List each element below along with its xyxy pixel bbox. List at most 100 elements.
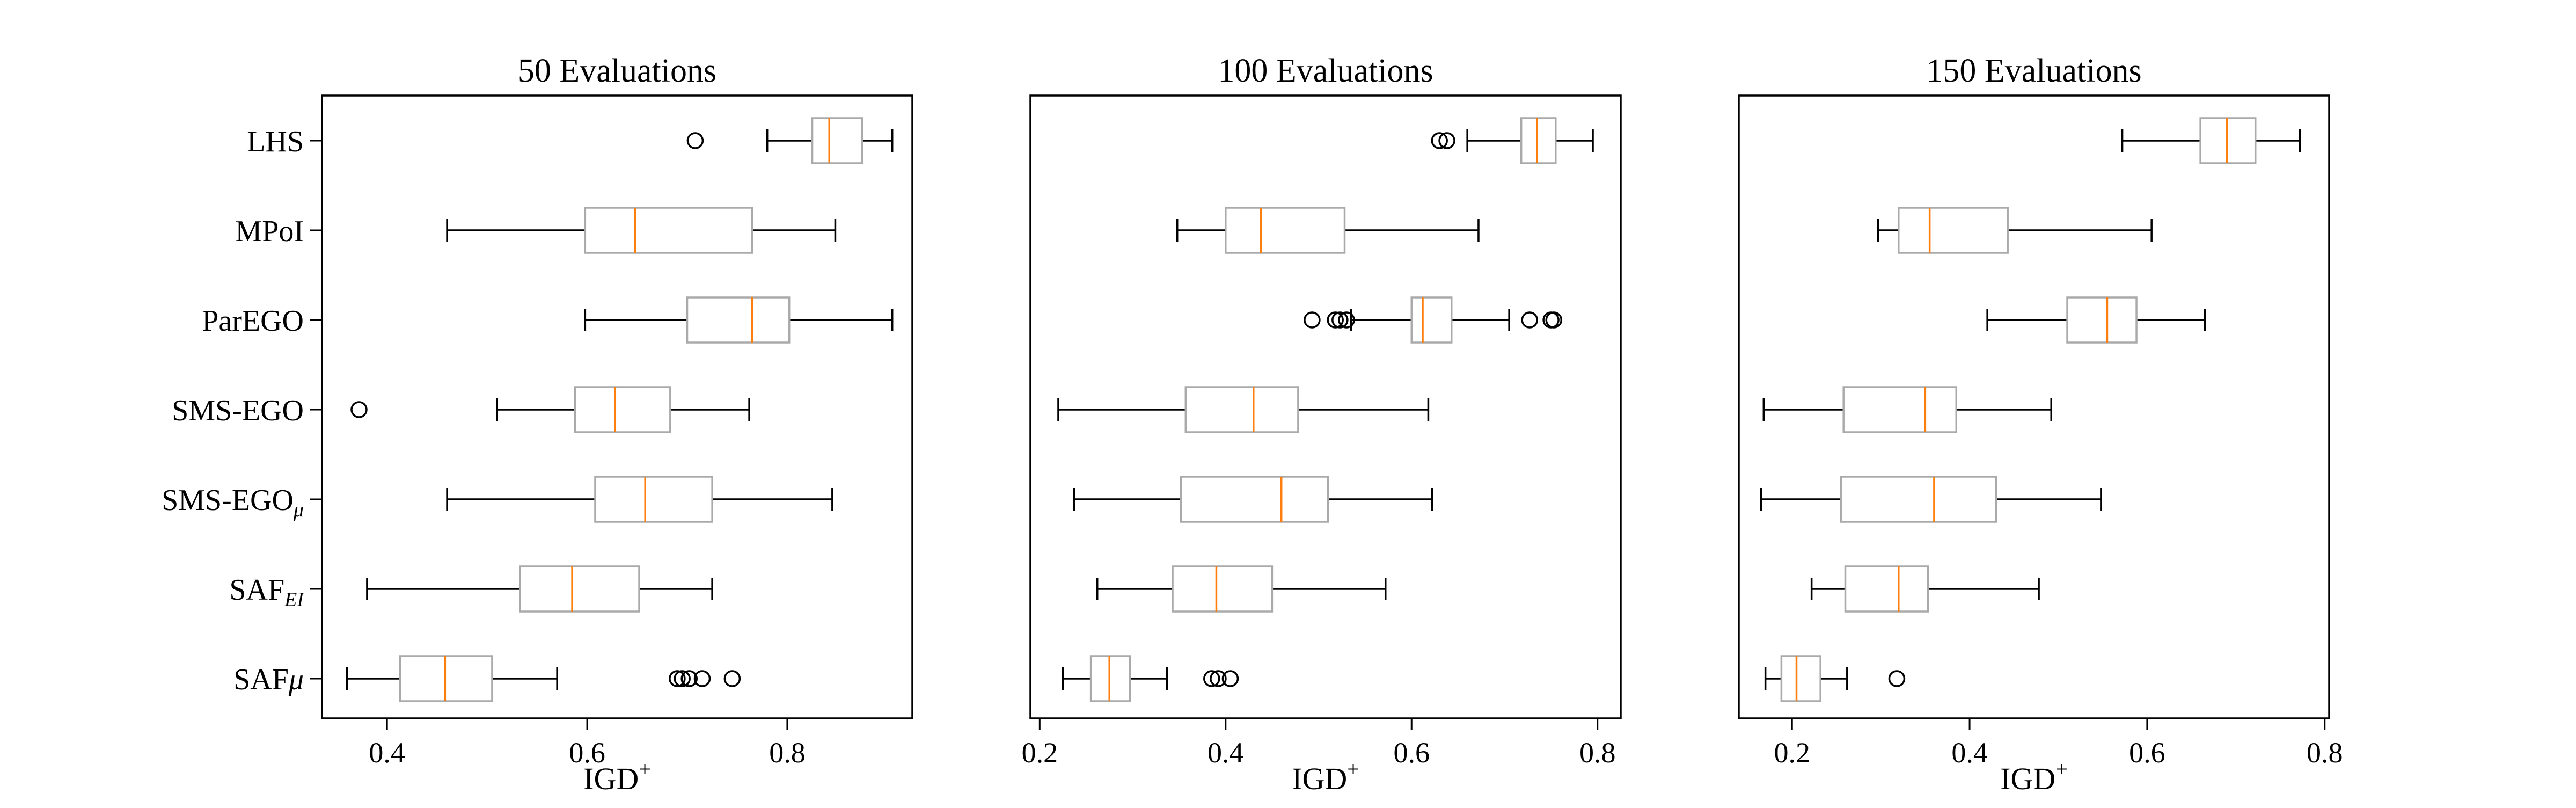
category-label: SAFμ xyxy=(233,663,304,696)
x-tick-label: 0.8 xyxy=(1579,737,1616,769)
x-axis-label-superscript: + xyxy=(639,757,651,781)
box xyxy=(584,207,753,254)
x-tick-label: 0.8 xyxy=(769,737,806,769)
x-axis-label: IGD+ xyxy=(1292,757,1359,796)
x-tick-label: 0.4 xyxy=(369,737,405,769)
box-series xyxy=(1304,296,1563,344)
x-tick-label: 0.4 xyxy=(1208,737,1244,769)
x-tick-label: 0.2 xyxy=(1022,737,1058,769)
box-series xyxy=(446,476,833,523)
plot-frame xyxy=(1738,94,2330,719)
outlier-point xyxy=(680,670,698,687)
box-series xyxy=(1176,207,1480,254)
box xyxy=(399,655,493,702)
outlier-point xyxy=(1338,311,1355,329)
box xyxy=(2066,296,2138,344)
outlier-point xyxy=(1304,311,1321,329)
x-tick-label: 0.6 xyxy=(1393,737,1430,769)
outlier-point xyxy=(1431,132,1448,149)
outlier-point xyxy=(1888,670,1906,687)
box-series xyxy=(1762,386,2053,433)
box xyxy=(1225,207,1346,254)
box xyxy=(1172,565,1274,613)
category-label-text: SAF xyxy=(233,663,289,696)
box-series xyxy=(1431,117,1594,164)
panel-title: 150 Evaluations xyxy=(1926,53,2141,89)
box xyxy=(574,386,671,433)
category-label: LHS xyxy=(247,125,304,158)
outlier-point xyxy=(674,670,691,687)
category-label-suffix: μ xyxy=(288,663,304,696)
outlier-point xyxy=(723,670,741,687)
x-tick-label: 0.6 xyxy=(2129,737,2165,769)
x-axis-label-superscript: + xyxy=(2055,757,2068,781)
box-series xyxy=(1986,296,2206,344)
panel-1: 50 EvaluationsLHSMPoIParEGOSMS-EGOSMS-EG… xyxy=(162,53,913,796)
box xyxy=(1840,476,1997,523)
category-label: MPoI xyxy=(235,215,304,248)
x-tick-label: 0.2 xyxy=(1774,737,1810,769)
box-series xyxy=(1062,655,1239,702)
panel-title: 50 Evaluations xyxy=(518,53,716,89)
x-axis-label-text: IGD xyxy=(583,761,639,796)
outlier-point xyxy=(1331,311,1349,329)
category-label-text: SMS-EGO xyxy=(162,484,294,517)
x-axis-label: IGD+ xyxy=(583,757,651,796)
x-tick-label: 0.8 xyxy=(2307,737,2343,769)
box-series xyxy=(1073,476,1433,523)
x-tick-label: 0.4 xyxy=(1951,737,1988,769)
outlier-point xyxy=(1210,670,1227,687)
box xyxy=(1184,386,1299,433)
box xyxy=(1520,117,1557,164)
box-series xyxy=(366,565,713,613)
category-label: ParEGO xyxy=(202,304,304,338)
box-series xyxy=(446,207,837,254)
box xyxy=(811,117,863,164)
outlier-point xyxy=(350,401,368,418)
box-series xyxy=(1057,386,1430,433)
outlier-point xyxy=(686,132,704,149)
category-label: SAFEI xyxy=(229,573,305,611)
outlier-point xyxy=(1545,311,1563,329)
box xyxy=(1180,476,1329,523)
outlier-point xyxy=(1521,311,1538,329)
box-series xyxy=(2121,117,2301,164)
outlier-point xyxy=(1327,311,1344,329)
category-label-text: SAF xyxy=(229,573,284,607)
box xyxy=(1844,565,1929,613)
box-series xyxy=(1760,476,2102,523)
panel-3: 150 Evaluations 0.2 0.4 0.6 0.8 IGD+ xyxy=(1738,53,2343,796)
category-label-text: SMS-EGO xyxy=(172,394,304,427)
plot-frame xyxy=(1029,94,1622,719)
box xyxy=(1842,386,1958,433)
outlier-point xyxy=(1203,670,1220,687)
box xyxy=(686,296,791,344)
category-label: SMS-EGOμ xyxy=(162,484,304,521)
x-axis-label-superscript: + xyxy=(1347,757,1359,781)
category-label-text: MPoI xyxy=(235,215,304,248)
plot-frame xyxy=(321,94,913,719)
box-series xyxy=(1877,207,2153,254)
outlier-point xyxy=(1221,670,1239,687)
category-label: SMS-EGO xyxy=(172,394,304,427)
box-series xyxy=(1764,655,1906,702)
x-axis-label: IGD+ xyxy=(2000,757,2068,796)
box-series xyxy=(584,296,894,344)
category-label-text: LHS xyxy=(247,125,304,158)
x-axis-label-text: IGD xyxy=(1292,761,1347,796)
category-label-subscript: μ xyxy=(293,499,304,521)
x-axis-label-text: IGD xyxy=(2000,761,2055,796)
outlier-point xyxy=(693,670,711,687)
outlier-point xyxy=(1438,132,1455,149)
box xyxy=(1410,296,1453,344)
panel-title: 100 Evaluations xyxy=(1218,53,1433,89)
box xyxy=(519,565,640,613)
box-series xyxy=(686,117,894,164)
box xyxy=(1897,207,2009,254)
box xyxy=(1780,655,1821,702)
outlier-point xyxy=(669,670,686,687)
category-label-subscript: EI xyxy=(284,588,305,611)
category-label-text: ParEGO xyxy=(202,304,304,338)
